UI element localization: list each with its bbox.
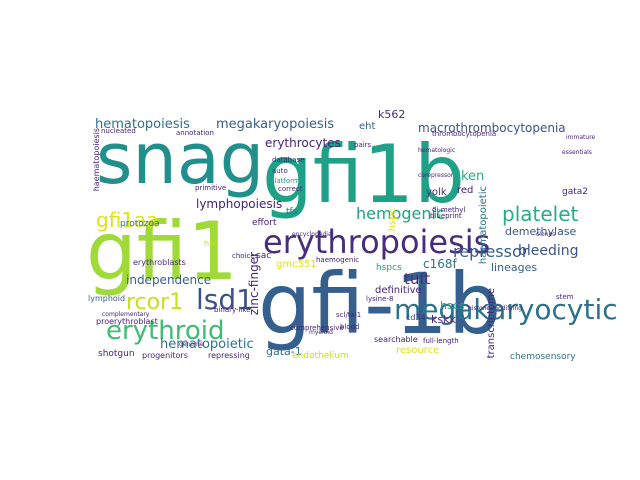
word-encyclopedia: encyclopedia — [292, 231, 332, 238]
word-complementary: complementary — [102, 311, 150, 318]
word-gata1: gata-1 — [266, 345, 302, 358]
word-hemogenic: hemogenic — [356, 204, 445, 223]
word-essentials: essentials — [562, 149, 592, 156]
word-genome: genome — [179, 341, 204, 348]
word-tuft: tuft — [404, 270, 431, 288]
word-proerythroblast: proerythroblast — [96, 317, 158, 326]
word-erythrocytes: erythrocytes — [265, 136, 341, 150]
word-nucleated: nucleated — [101, 127, 136, 135]
word-hematopoietic: hematopoietic — [160, 337, 254, 352]
word-platforms: platforms — [270, 177, 304, 185]
word-hematopoiesis: hematopoiesis — [95, 117, 190, 132]
word-red: red — [457, 185, 474, 196]
word-clones: clones — [536, 231, 556, 238]
word-k562: k562 — [378, 108, 406, 121]
word-annotation: annotation — [176, 129, 214, 137]
word-gfi1aa: gfi1aa — [96, 208, 159, 232]
word-rcor1: rcor1 — [126, 290, 184, 315]
word-thrombocytopenia: thrombocytopenia — [432, 130, 497, 138]
word-lymphopoiesis: lymphopoiesis — [196, 197, 283, 211]
word-platelet: platelet — [502, 202, 579, 226]
word-comprehensive: comprehensive — [290, 324, 344, 332]
word-di-methyl: di-methyl — [432, 206, 466, 214]
word-histone: histone-modifying — [468, 305, 523, 312]
word-gfi1: gfi1 — [86, 205, 239, 298]
word-hscs: hscs — [440, 299, 465, 312]
word-erythropoiesis: erythropoiesis — [263, 223, 491, 261]
word-gmc551: gmc551 — [276, 259, 317, 270]
word-myeloid: myeloid — [309, 329, 333, 336]
word-haematopoiesis: haematopoiesis — [92, 128, 101, 192]
word-stem: stem — [556, 293, 574, 301]
word-gfi1b-hyphen: gfi-1b — [258, 255, 502, 353]
word-hsc: hsc — [204, 239, 218, 248]
word-hspc: hspc — [387, 208, 398, 232]
word-transcriptome: transcriptome — [486, 288, 497, 359]
word-megakaryocytic: megakaryocytic — [394, 293, 618, 326]
word-repressor: repressor — [453, 242, 529, 261]
word-primitive: primitive — [195, 184, 227, 192]
word-lineages: lineages — [491, 261, 538, 274]
word-lymphoid: lymphoid — [88, 294, 126, 303]
word-independence: independence — [126, 273, 212, 287]
word-resource: resource — [396, 345, 440, 356]
word-full-length: full-length — [423, 337, 459, 345]
word-kskk: kskk — [431, 313, 456, 326]
word-tfs: tfs — [286, 207, 298, 217]
word-blueprint: blueprint — [430, 212, 462, 220]
word-progenitors: progenitors — [142, 351, 188, 360]
word-chemosensory: chemosensory — [510, 352, 576, 362]
word-correct: correct — [278, 185, 303, 193]
word-immature: immature — [566, 134, 596, 141]
word-protozoa: protozoa — [120, 219, 160, 229]
word-riken: riken — [452, 169, 485, 184]
word-eht: eht — [359, 121, 376, 132]
word-corepressor: corepressor — [418, 172, 454, 179]
word-repressing: repressing — [208, 351, 250, 360]
word-c168f: c168f — [423, 257, 457, 271]
word-shotgun: shotgun — [98, 349, 135, 359]
word-lysine: lysine-8 — [366, 295, 394, 303]
word-demethylase: demethylase — [505, 225, 577, 238]
word-binary-like: binary-like — [214, 306, 251, 314]
word-yolk: yolk — [426, 187, 447, 198]
word-choices: choices — [232, 252, 259, 260]
word-erythroblasts: erythroblasts — [133, 258, 186, 267]
word-bleeding: bleeding — [518, 243, 579, 259]
word-macrothrombocytopenia: macrothrombocytopenia — [418, 121, 566, 135]
word-sac: sac — [256, 251, 272, 261]
word-endothelium: endothelium — [292, 351, 349, 361]
word-cd34: cd34 — [406, 313, 426, 322]
word-lsd1: lsd1 — [196, 283, 254, 316]
word-hematologic: hematologic — [418, 147, 456, 154]
word-database: database — [272, 156, 305, 164]
word-pairs: pairs — [354, 141, 372, 149]
word-haemogenic: haemogenic — [316, 256, 360, 264]
word-auto: auto — [272, 167, 288, 175]
word-definitive: definitive — [375, 285, 422, 296]
word-megakaryopoiesis: megakaryopoiesis — [216, 117, 335, 132]
word-sclital: scl/tal1 — [336, 311, 362, 319]
word-blood: blood — [340, 323, 360, 331]
word-gfi1b: gfi1b — [262, 128, 465, 221]
word-snag: snag — [96, 118, 265, 200]
word-gata2: gata2 — [562, 187, 588, 197]
word-haematopoietic: haematopoietic — [478, 186, 489, 265]
word-searchable: searchable — [374, 335, 418, 344]
word-hspcs: hspcs — [376, 263, 402, 273]
word-erythroid: erythroid — [106, 316, 225, 346]
word-effort: effort — [252, 218, 277, 228]
word-zinc-finger: zinc-finger — [247, 252, 261, 316]
